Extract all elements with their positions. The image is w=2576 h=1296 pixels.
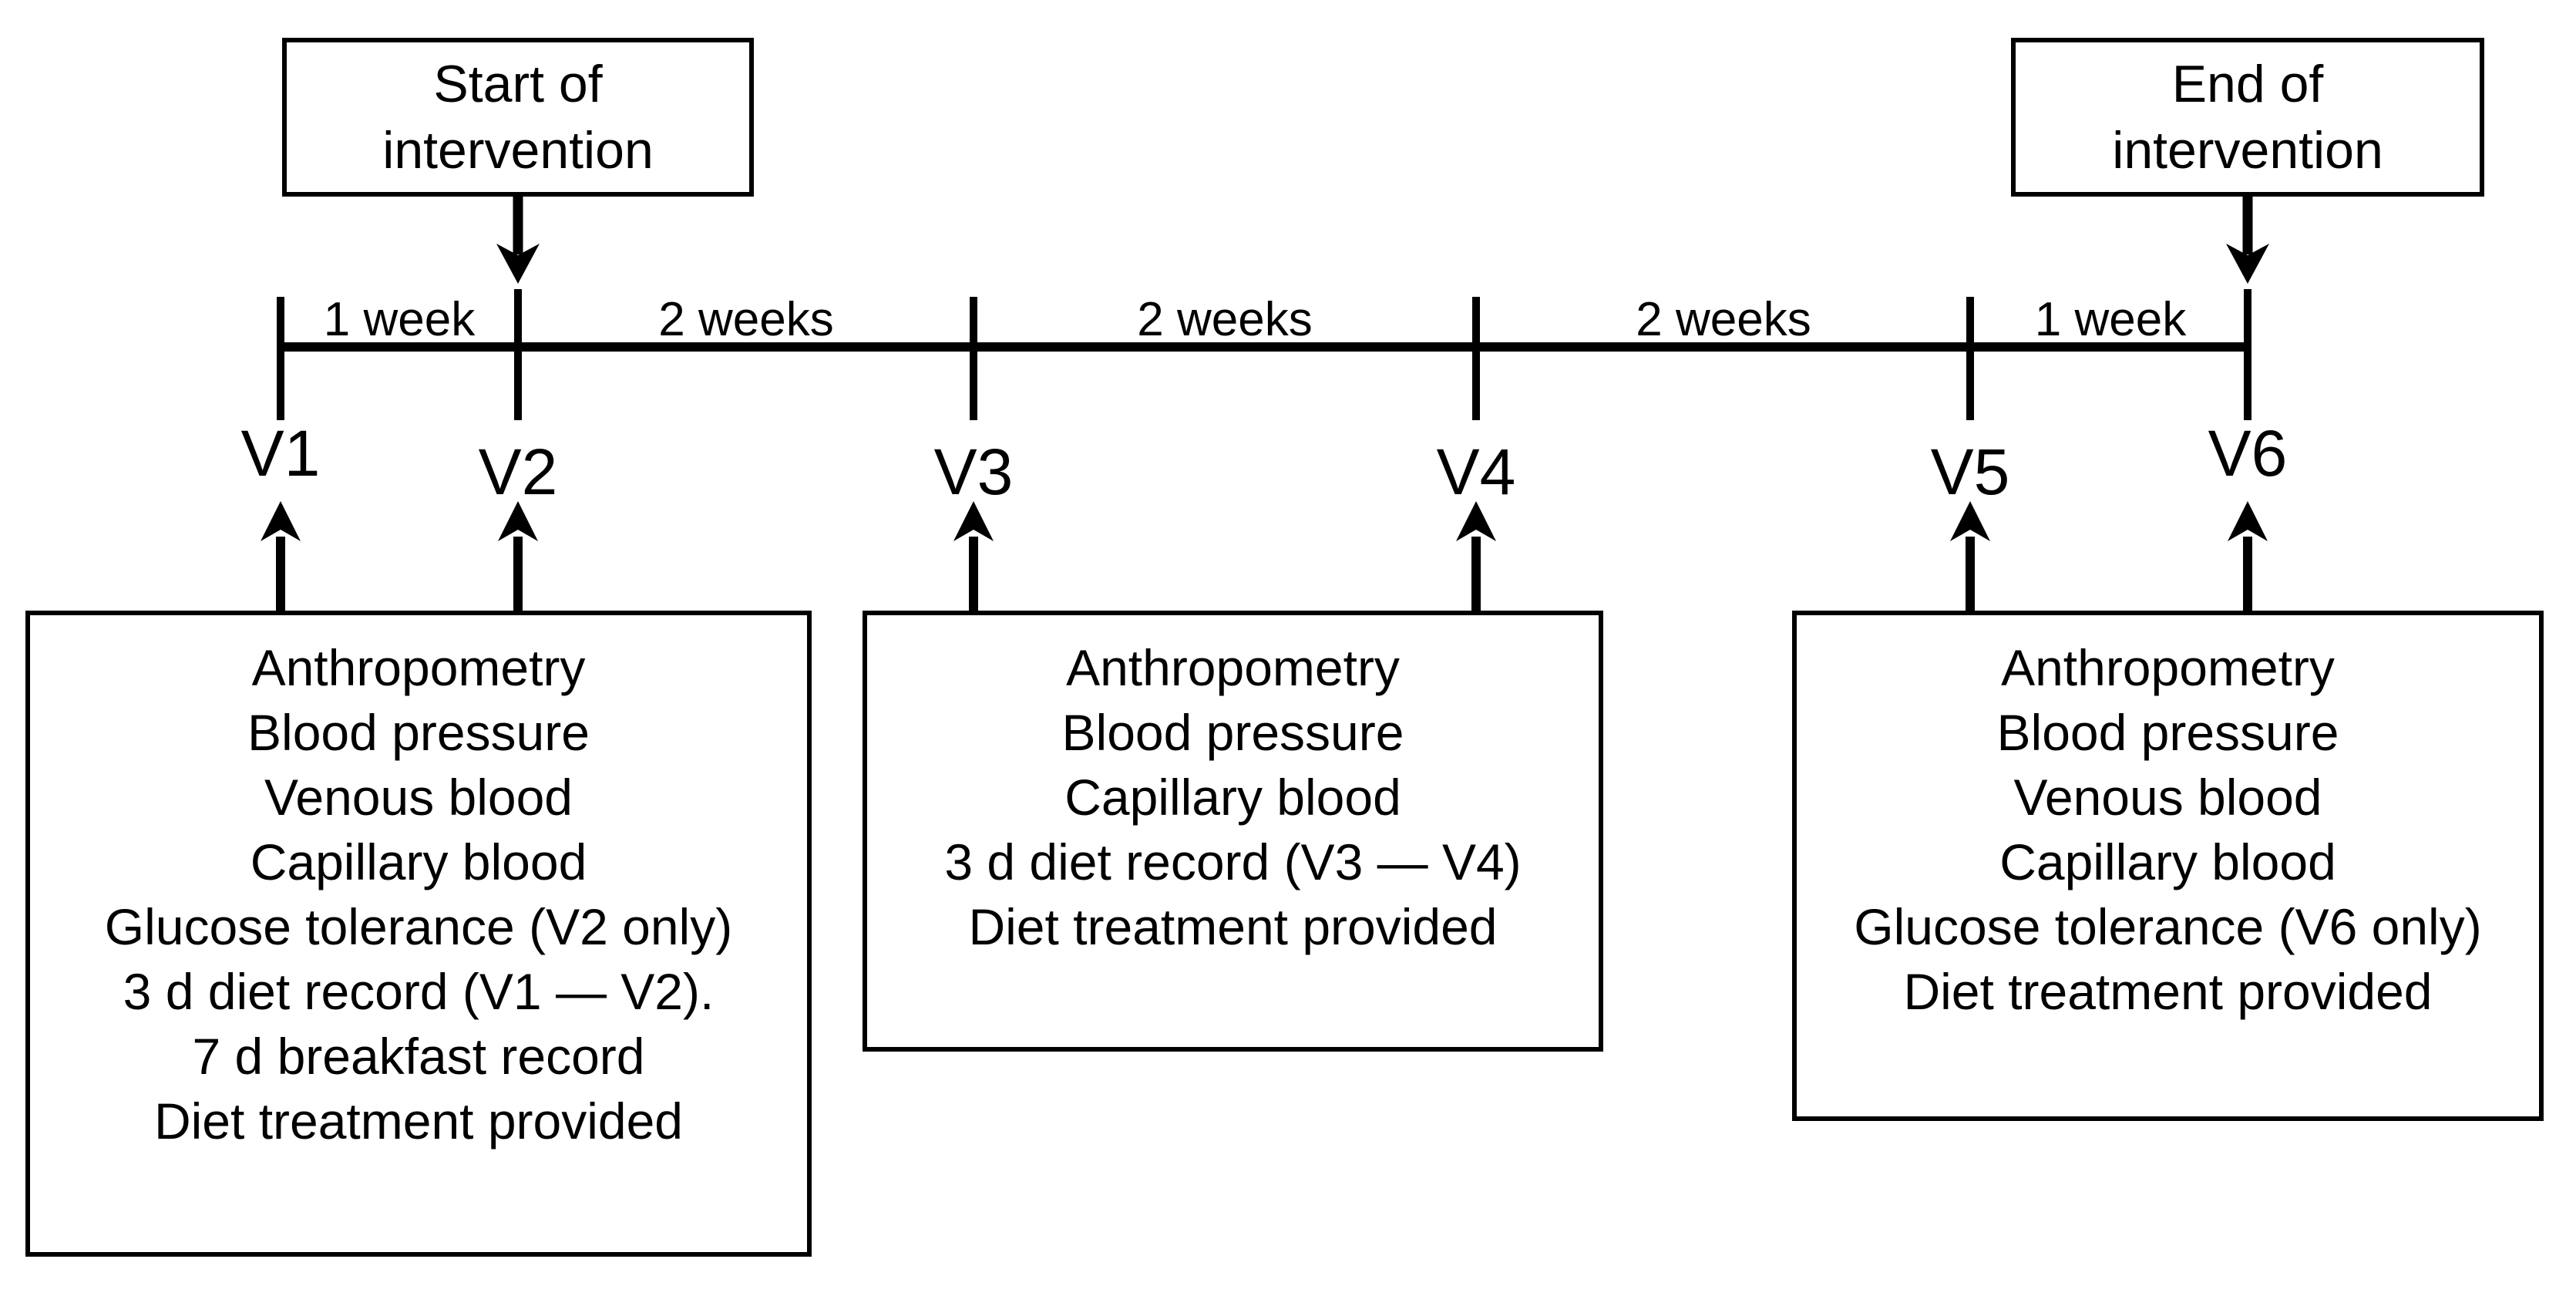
assessment-item: 7 d breakfast record bbox=[192, 1028, 645, 1085]
assessment-item: Capillary blood bbox=[1999, 833, 2336, 890]
assessment-item: Glucose tolerance (V2 only) bbox=[104, 898, 733, 955]
assessment-item: Blood pressure bbox=[1061, 704, 1404, 761]
interval-label-3: 2 weeks bbox=[1137, 293, 1313, 346]
assessment-box-v5-v6: Anthropometry Blood pressure Venous blood C… bbox=[1792, 611, 2544, 1121]
interval-label-1: 1 week bbox=[323, 293, 476, 346]
visit-label-v3: V3 bbox=[933, 436, 1014, 508]
start-of-intervention-box: Start of intervention bbox=[282, 38, 754, 197]
interval-label-5: 1 week bbox=[2034, 293, 2187, 346]
assessment-item: Diet treatment provided bbox=[968, 898, 1498, 955]
assessment-item: Capillary blood bbox=[1064, 769, 1401, 826]
interval-label-4: 2 weeks bbox=[1636, 293, 1811, 346]
visit-label-v1: V1 bbox=[240, 417, 321, 490]
assessment-item: Diet treatment provided bbox=[1903, 963, 2433, 1020]
assessment-item: 3 d diet record (V3 — V4) bbox=[944, 833, 1522, 890]
assessment-box-v1-v2: Anthropometry Blood pressure Venous blood C… bbox=[25, 611, 812, 1257]
visit-label-v2: V2 bbox=[478, 436, 558, 508]
visit-label-v5: V5 bbox=[1930, 436, 2010, 508]
end-of-intervention-box: End of intervention bbox=[2011, 38, 2484, 197]
assessment-item: Anthropometry bbox=[251, 639, 586, 696]
up-arrow-v6-icon bbox=[2228, 501, 2268, 611]
down-arrow-start-icon bbox=[496, 197, 540, 284]
up-arrow-v4-icon bbox=[1456, 501, 1496, 611]
assessment-item: Anthropometry bbox=[1066, 639, 1400, 696]
assessment-item: Blood pressure bbox=[1996, 704, 2339, 761]
visit-label-v6: V6 bbox=[2208, 417, 2288, 490]
up-arrow-v2-icon bbox=[498, 501, 538, 611]
assessment-item: Glucose tolerance (V6 only) bbox=[1854, 898, 2482, 955]
assessment-item: Anthropometry bbox=[2001, 639, 2335, 696]
interval-label-2: 2 weeks bbox=[658, 293, 834, 346]
assessment-item: Venous blood bbox=[2013, 769, 2322, 826]
assessment-box-v3-v4: Anthropometry Blood pressure Capillary blo… bbox=[863, 611, 1603, 1052]
assessment-item: 3 d diet record (V1 — V2). bbox=[123, 963, 715, 1020]
down-arrow-end-icon bbox=[2226, 197, 2269, 284]
up-arrow-v5-icon bbox=[1950, 501, 1990, 611]
assessment-item: Venous blood bbox=[264, 769, 573, 826]
assessment-item: Capillary blood bbox=[250, 833, 587, 890]
visit-label-v4: V4 bbox=[1436, 436, 1516, 508]
up-arrow-v3-icon bbox=[953, 501, 994, 611]
up-arrow-v1-icon bbox=[261, 501, 301, 611]
assessment-item: Blood pressure bbox=[247, 704, 590, 761]
end-of-intervention-label: End of intervention bbox=[2112, 55, 2383, 180]
start-of-intervention-label: Start of intervention bbox=[382, 55, 654, 180]
assessment-item: Diet treatment provided bbox=[153, 1092, 683, 1150]
